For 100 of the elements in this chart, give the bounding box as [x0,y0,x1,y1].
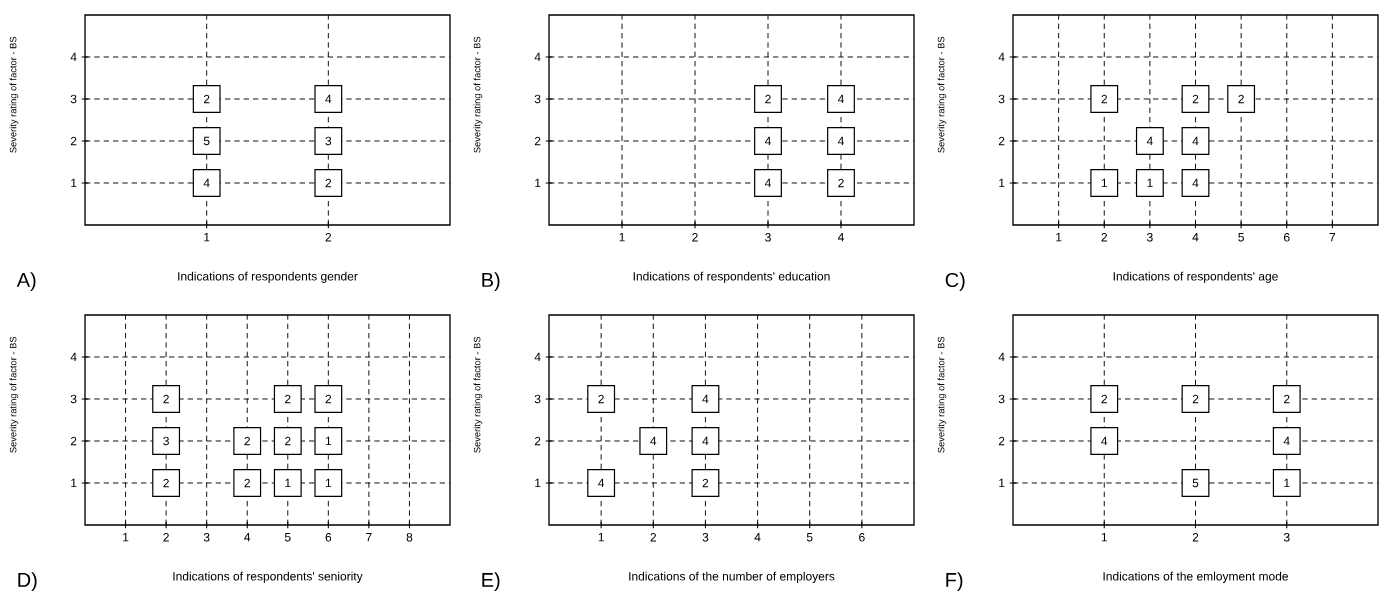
point [754,169,782,197]
x-axis-title: Indications of respondents gender [178,271,358,283]
point [1090,427,1119,455]
point [754,127,782,155]
annotation: 2 [163,394,169,404]
annotation: 2 [1192,94,1199,104]
text: D) [18,572,37,591]
annotation: 2 [702,478,709,488]
point [314,127,343,155]
point [314,85,343,113]
annotation: 2 [1192,394,1199,404]
y-axis-title: Severity rating of factor - BS [9,36,19,153]
y-tick-label: 3 [534,94,541,104]
annotation: 2 [838,178,844,188]
annotation: 2 [1238,94,1244,104]
text: E) [482,572,500,591]
point [1272,469,1301,497]
point [587,385,616,413]
annotation: 1 [1101,178,1107,188]
point [192,127,221,155]
x-axis-title: Indications of the number of employers [629,571,835,583]
x-axis-title: Indications of the emloyment mode [1103,571,1288,583]
x-tick-label: 7 [366,533,372,542]
y-tick-label: 1 [71,478,77,488]
x-tick-label: 1 [1101,533,1107,542]
x-tick-label: 2 [1192,533,1199,542]
point [314,385,343,413]
point [827,169,855,197]
x-tick-label: 3 [765,233,771,242]
x-tick-label: 1 [1056,233,1062,242]
y-tick-label: 2 [534,436,541,446]
annotation: 4 [203,178,210,188]
point [1227,85,1256,113]
x-tick-label: 6 [1284,233,1290,242]
annotation: 2 [285,436,291,446]
x-tick-label: 1 [619,233,625,242]
annotation: 4 [702,436,709,446]
annotation: 2 [1101,394,1107,404]
annotation: 2 [244,478,250,488]
y-tick-label: 4 [998,352,1005,362]
x-tick-label: 3 [203,533,210,542]
annotation: 2 [285,394,291,404]
point [1181,385,1210,413]
annotation: 4 [1146,136,1153,146]
x-tick-label: 2 [692,233,698,242]
annotation: 4 [650,436,657,446]
point [691,385,720,413]
annotation: 2 [163,478,169,488]
annotation: 1 [325,478,332,488]
point [192,169,221,197]
annotation: 3 [163,436,169,446]
point [233,427,262,455]
point [273,427,302,455]
x-tick-label: 5 [806,533,813,542]
y-tick-label: 1 [999,178,1005,188]
point [314,469,343,497]
text: A) [16,272,36,291]
x-tick-label: 6 [859,533,865,542]
y-axis-title: Severity rating of factor - BS [9,336,19,453]
annotation: 1 [285,478,291,488]
x-tick-label: 4 [1192,233,1199,242]
annotation: 2 [598,394,604,404]
text: B) [482,272,500,291]
y-tick-label: 1 [71,178,77,188]
point [233,469,262,497]
y-axis-title: Severity rating of factor - BS [937,36,947,153]
point [152,385,181,413]
point [639,427,668,455]
y-axis-title: Severity rating of factor - BS [937,336,947,453]
y-tick-label: 2 [998,436,1005,446]
y-tick-label: 3 [70,394,77,404]
y-tick-label: 2 [998,136,1005,146]
y-tick-label: 1 [535,178,541,188]
point [1181,85,1210,113]
x-tick-label: 3 [702,533,709,542]
x-tick-label: 2 [1101,233,1107,242]
point [827,85,855,113]
annotation: 1 [1284,478,1290,488]
annotation: 2 [1284,394,1290,404]
y-tick-label: 3 [998,394,1005,404]
x-tick-label: 4 [837,233,844,242]
point [1090,385,1119,413]
annotation: 1 [325,436,332,446]
point [754,85,782,113]
point [152,469,181,497]
annotation: 5 [1192,478,1199,488]
point [1272,385,1301,413]
point [314,169,343,197]
x-axis-title: Indications of respondents' education [633,271,830,283]
x-tick-label: 5 [1238,233,1244,242]
point [273,385,302,413]
text: F) [946,572,963,591]
point [152,427,181,455]
point [1181,469,1210,497]
point [1135,169,1164,197]
x-tick-label: 5 [284,533,291,542]
annotation: 4 [837,94,844,104]
x-axis-title: Indications of respondents' age [1113,271,1278,283]
point [691,469,720,497]
annotation: 2 [325,178,332,188]
